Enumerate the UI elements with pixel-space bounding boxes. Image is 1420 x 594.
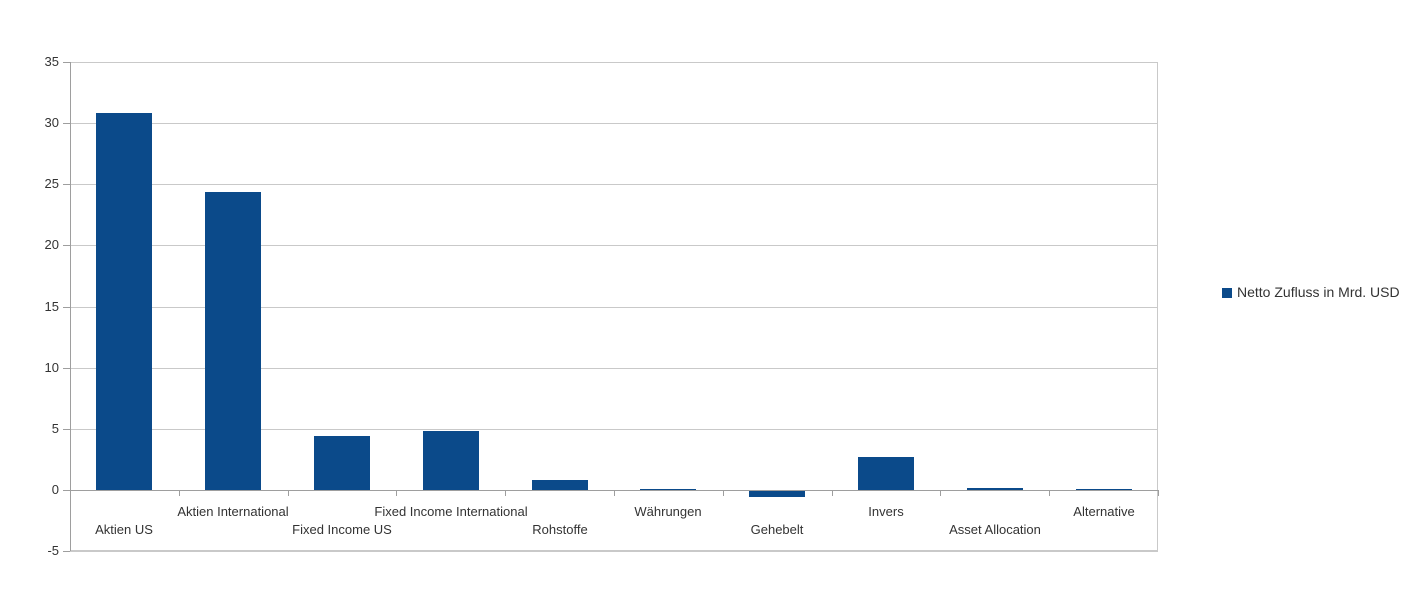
x-axis-tick: [614, 490, 615, 496]
x-axis-tick: [179, 490, 180, 496]
bar-alternative: [1076, 489, 1132, 490]
x-axis-category-label-aktien-international: Aktien International: [177, 504, 289, 519]
y-axis-tick-label: 30: [44, 115, 59, 130]
gridline: [70, 123, 1158, 124]
y-axis-tick: [63, 307, 70, 308]
gridline: [70, 429, 1158, 430]
y-axis-tick: [63, 245, 70, 246]
bar-rohstoffe: [532, 480, 588, 490]
x-axis-category-label-asset-allocation: Asset Allocation: [949, 522, 1041, 537]
y-axis-tick-label: 5: [51, 421, 59, 436]
gridline: [70, 184, 1158, 185]
bar-invers: [858, 457, 914, 490]
y-axis-tick-label: 20: [44, 237, 59, 252]
bar-fixed-income-international: [423, 431, 479, 490]
y-axis-tick: [63, 368, 70, 369]
gridline: [70, 307, 1158, 308]
x-axis-category-label-aktien-us: Aktien US: [95, 522, 153, 537]
bar-asset-allocation: [967, 488, 1023, 490]
y-axis-tick-label: 35: [44, 54, 59, 69]
legend-label: Netto Zufluss in Mrd. USD: [1237, 284, 1400, 300]
x-axis-category-label-fixed-income-international: Fixed Income International: [374, 504, 528, 519]
x-axis-category-label-gehebelt: Gehebelt: [750, 522, 804, 537]
x-axis-category-label-alternative: Alternative: [1073, 504, 1135, 519]
y-axis-tick: [63, 551, 70, 552]
y-axis-tick: [63, 184, 70, 185]
y-axis-tick-label: 25: [44, 176, 59, 191]
y-axis-tick-label: 10: [44, 360, 59, 375]
y-axis-tick: [63, 429, 70, 430]
bar-w-hrungen: [640, 489, 696, 490]
x-axis-tick: [396, 490, 397, 496]
y-axis-tick-label: 0: [51, 482, 59, 497]
x-axis-tick: [1158, 490, 1159, 496]
y-axis-line: [70, 62, 71, 551]
x-axis-tick: [505, 490, 506, 496]
x-axis-category-label-invers: Invers: [868, 504, 904, 519]
x-axis-category-label-rohstoffe: Rohstoffe: [532, 522, 588, 537]
x-axis-category-label-fixed-income-us: Fixed Income US: [292, 522, 392, 537]
gridline: [70, 551, 1158, 552]
y-axis-tick: [63, 62, 70, 63]
y-axis-tick: [63, 123, 70, 124]
y-axis-tick-label: -5: [47, 543, 59, 558]
bar-aktien-us: [96, 113, 152, 490]
legend-swatch-icon: [1222, 287, 1232, 298]
bar-gehebelt: [749, 491, 805, 497]
x-axis-tick: [723, 490, 724, 496]
x-axis-tick: [70, 490, 71, 496]
gridline: [70, 368, 1158, 369]
bar-aktien-international: [205, 192, 261, 490]
x-axis-tick: [940, 490, 941, 496]
x-axis-category-label-w-hrungen: Währungen: [634, 504, 702, 519]
legend: Netto Zufluss in Mrd. USD: [1222, 284, 1400, 301]
x-axis-tick: [1049, 490, 1050, 496]
y-axis-tick: [63, 490, 70, 491]
bar-fixed-income-us: [314, 436, 370, 490]
x-axis-tick: [288, 490, 289, 496]
x-axis-tick: [832, 490, 833, 496]
gridline: [70, 62, 1158, 63]
y-axis-tick-label: 15: [44, 299, 59, 314]
gridline: [70, 245, 1158, 246]
